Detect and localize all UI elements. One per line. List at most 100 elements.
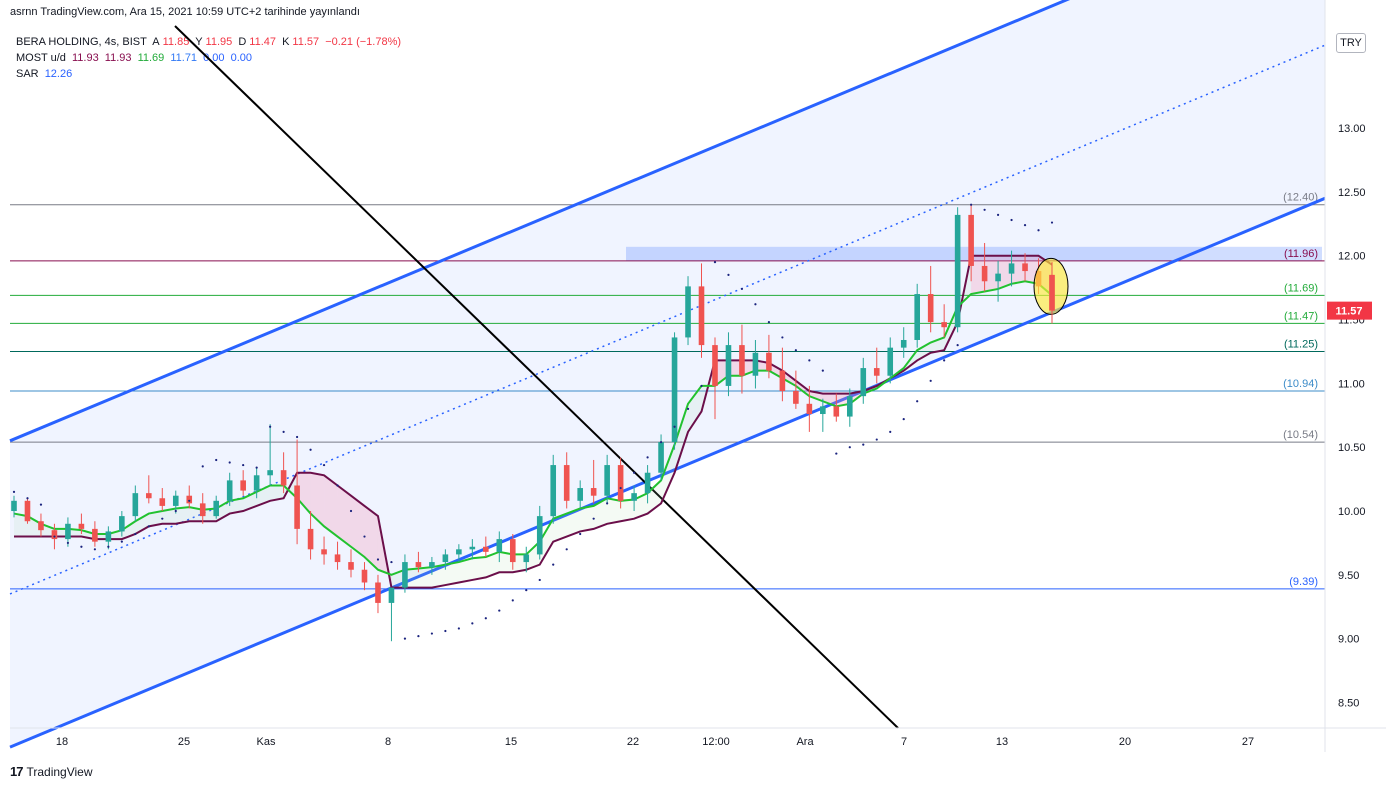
legend-sar-label[interactable]: SAR xyxy=(16,68,39,80)
candle[interactable] xyxy=(712,337,718,420)
candle[interactable] xyxy=(873,347,880,384)
sar-dot xyxy=(579,532,582,536)
candle[interactable] xyxy=(11,495,17,518)
candle[interactable] xyxy=(496,531,503,563)
candle[interactable] xyxy=(550,454,557,524)
candle[interactable] xyxy=(793,370,799,409)
candle[interactable] xyxy=(766,334,772,379)
candle[interactable] xyxy=(307,511,314,560)
candle[interactable] xyxy=(172,490,179,514)
candle[interactable] xyxy=(267,424,273,486)
candle[interactable] xyxy=(833,393,840,422)
candle[interactable] xyxy=(280,452,287,494)
candle[interactable] xyxy=(38,513,44,537)
candle[interactable] xyxy=(644,465,651,504)
candle[interactable] xyxy=(159,488,166,512)
most-line[interactable] xyxy=(13,280,1053,576)
candle[interactable] xyxy=(321,536,327,565)
sar-dot xyxy=(996,213,1000,217)
candle[interactable] xyxy=(429,556,435,575)
candle[interactable] xyxy=(442,549,449,570)
candle[interactable] xyxy=(887,337,894,384)
candle[interactable] xyxy=(483,536,489,557)
candle[interactable] xyxy=(348,549,354,578)
candle[interactable] xyxy=(860,357,867,404)
candle-body xyxy=(523,554,530,563)
candle[interactable] xyxy=(334,541,341,570)
candle[interactable] xyxy=(186,485,193,509)
candle-body xyxy=(388,587,395,603)
candle[interactable] xyxy=(415,551,422,573)
candle[interactable] xyxy=(779,347,786,402)
candle[interactable] xyxy=(685,276,691,346)
tradingview-brand[interactable]: 17 TradingView xyxy=(10,764,93,779)
channel-upper-line[interactable] xyxy=(9,0,1325,443)
candle[interactable] xyxy=(846,388,853,427)
most-stop-line[interactable] xyxy=(14,254,1053,589)
candle[interactable] xyxy=(995,260,1001,302)
candle[interactable] xyxy=(388,587,395,642)
candle[interactable] xyxy=(725,332,732,397)
candle[interactable] xyxy=(806,385,813,432)
candle[interactable] xyxy=(968,204,974,282)
candle[interactable] xyxy=(631,485,637,512)
candle[interactable] xyxy=(671,332,678,450)
candle[interactable] xyxy=(226,472,233,506)
sar-dot xyxy=(498,609,501,612)
candle-body xyxy=(456,549,462,555)
candle[interactable] xyxy=(536,505,543,560)
candle[interactable] xyxy=(456,544,462,563)
candle[interactable] xyxy=(402,554,408,593)
candle[interactable] xyxy=(199,493,206,524)
candle[interactable] xyxy=(105,526,112,550)
candle[interactable] xyxy=(941,304,947,338)
candle[interactable] xyxy=(739,324,745,394)
candle[interactable] xyxy=(617,457,624,509)
candle[interactable] xyxy=(900,327,907,358)
candle[interactable] xyxy=(698,263,705,358)
channel-lower-line[interactable] xyxy=(9,196,1326,749)
candle[interactable] xyxy=(469,539,476,560)
candle[interactable] xyxy=(981,242,988,292)
candle[interactable] xyxy=(604,454,610,504)
downtrend-line[interactable] xyxy=(174,25,899,729)
candle[interactable] xyxy=(375,574,381,614)
candle[interactable] xyxy=(240,470,246,496)
legend-close-label: K xyxy=(282,36,290,48)
candle[interactable] xyxy=(78,513,85,534)
candle[interactable] xyxy=(361,562,368,591)
legend-symbol[interactable]: BERA HOLDING, 4s, BIST xyxy=(16,36,147,48)
candle[interactable] xyxy=(24,498,31,524)
candle[interactable] xyxy=(132,485,139,522)
candle[interactable] xyxy=(523,546,530,573)
candle[interactable] xyxy=(253,467,260,499)
candle[interactable] xyxy=(509,533,516,570)
most-cloud xyxy=(472,556,486,580)
candle[interactable] xyxy=(752,339,759,389)
candle[interactable] xyxy=(590,459,597,504)
resistance-zone[interactable] xyxy=(626,246,1322,261)
currency-button[interactable]: TRY xyxy=(1336,33,1366,53)
candle[interactable] xyxy=(119,511,125,537)
candle[interactable] xyxy=(577,480,583,509)
legend-most-label[interactable]: MOST u/d xyxy=(16,52,66,64)
candle[interactable] xyxy=(92,521,98,547)
candle-body xyxy=(846,396,853,417)
candle[interactable] xyxy=(1022,253,1028,282)
legend-most-value-1: 11.93 xyxy=(72,52,99,64)
candle-body xyxy=(766,352,772,371)
candle[interactable] xyxy=(914,283,920,348)
candle[interactable] xyxy=(927,265,934,333)
legend-change: −0.21 (−1.78%) xyxy=(325,36,402,48)
candle[interactable] xyxy=(1008,250,1015,287)
sar-dot xyxy=(525,589,528,592)
candle[interactable] xyxy=(563,452,570,509)
candle[interactable] xyxy=(294,439,300,545)
most-cloud xyxy=(364,505,378,570)
candle[interactable] xyxy=(820,398,826,432)
candle[interactable] xyxy=(146,475,152,504)
candle[interactable] xyxy=(954,207,961,333)
candle[interactable] xyxy=(213,495,220,519)
sar-dot xyxy=(592,517,595,520)
